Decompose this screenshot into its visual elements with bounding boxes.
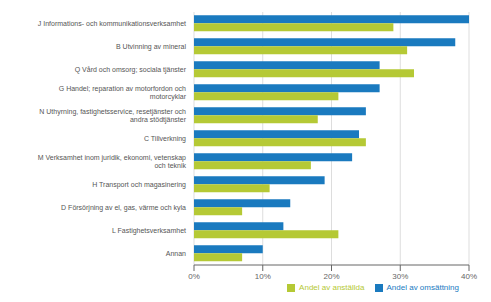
svg-text:10%: 10%	[255, 272, 271, 281]
svg-text:B Utvinning av mineral: B Utvinning av mineral	[116, 43, 186, 51]
svg-text:40%: 40%	[461, 272, 477, 281]
svg-text:J Informations- och kommunikat: J Informations- och kommunikationsverksa…	[38, 20, 186, 27]
svg-text:20%: 20%	[323, 272, 339, 281]
svg-text:L Fastighetsverksamhet: L Fastighetsverksamhet	[112, 227, 186, 235]
svg-text:30%: 30%	[392, 272, 408, 281]
svg-text:Q Vård och omsorg; sociala tjä: Q Vård och omsorg; sociala tjänster	[75, 66, 187, 74]
html-text:Andel av omsättning: Andel av omsättning	[386, 283, 459, 292]
svg-text:H Transport och magasinering: H Transport och magasinering	[92, 181, 186, 189]
html-text:Andel av anställda: Andel av anställda	[299, 283, 365, 292]
svg-text:C Tillverkning: C Tillverkning	[144, 135, 186, 143]
svg-text:0%: 0%	[188, 272, 200, 281]
svg-text:D Försörjning av el, gas, värm: D Försörjning av el, gas, värme och kyla	[61, 204, 186, 212]
svg-text:M Verksamhet inom juridik, eko: M Verksamhet inom juridik, ekonomi, vete…	[38, 154, 187, 170]
svg-text:Annan: Annan	[166, 250, 186, 257]
svg-text:G Handel; reparation av motorf: G Handel; reparation av motorfordon ochm…	[59, 85, 187, 102]
svg-text:N Uthyrning, fastighetsservice: N Uthyrning, fastighetsservice, resetjän…	[39, 108, 186, 125]
